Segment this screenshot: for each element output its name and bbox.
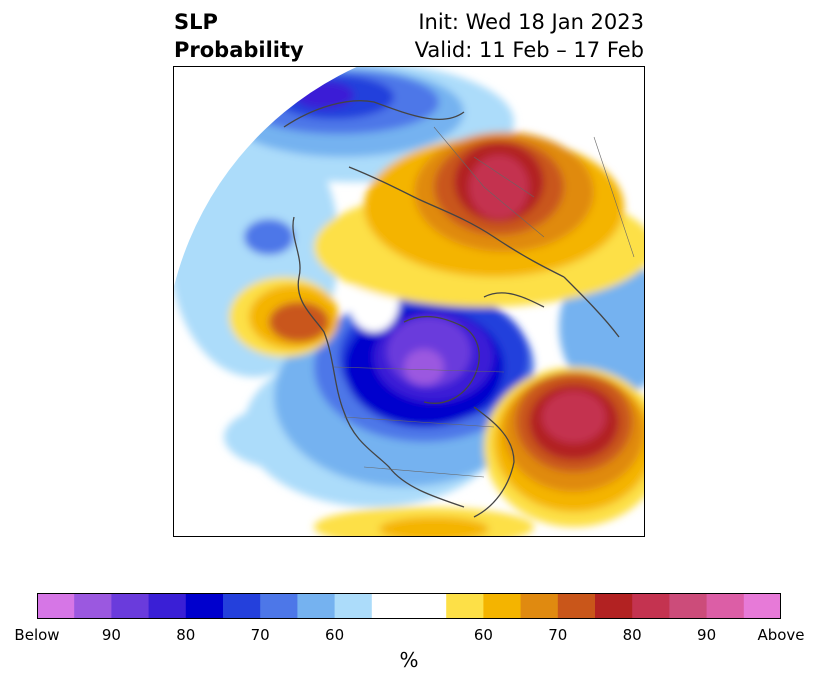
borders	[333, 126, 635, 478]
colorbar-segment	[334, 593, 373, 619]
chart-title-right: Init: Wed 18 Jan 2023 Valid: 11 Feb – 17…	[415, 8, 644, 64]
title-type: Probability	[174, 38, 304, 62]
colorbar-segment	[223, 593, 261, 619]
colorbar-tick-label: 70	[548, 626, 568, 644]
colorbar-segment	[260, 593, 298, 619]
coastlines	[283, 100, 620, 518]
colorbar-tick-label: Above	[757, 626, 805, 644]
colorbar-tick-label: 90	[697, 626, 717, 644]
map-canvas	[174, 67, 644, 536]
colorbar-tick-label: 60	[325, 626, 345, 644]
valid-range: Valid: 11 Feb – 17 Feb	[414, 38, 644, 62]
colorbar-segment	[409, 593, 447, 619]
probability-map	[173, 66, 645, 537]
colorbar-labels: Below 90 80 70 60 60 70 80 90 Above	[0, 626, 819, 646]
chart-title-left: SLP Probability	[174, 8, 304, 64]
colorbar-segment	[706, 593, 745, 619]
colorbar-segment	[297, 593, 336, 619]
colorbar-segment	[371, 593, 410, 619]
colorbar-segment	[595, 593, 633, 619]
colorbar-segment	[669, 593, 708, 619]
colorbar-segment	[743, 593, 781, 619]
colorbar-tick-label: Below	[14, 626, 60, 644]
colorbar-segment	[111, 593, 150, 619]
colorbar-border	[37, 593, 781, 619]
colorbar-tick-label: 70	[250, 626, 270, 644]
colorbar-tick-label: 80	[622, 626, 642, 644]
colorbar-segment	[148, 593, 187, 619]
colorbar-segment	[446, 593, 484, 619]
colorbar-segment	[557, 593, 596, 619]
colorbar-tick-label: 90	[101, 626, 121, 644]
probability-fields	[174, 67, 644, 536]
colorbar-units: %	[399, 648, 419, 672]
colorbar-segment	[483, 593, 522, 619]
colorbar	[37, 593, 781, 619]
title-variable: SLP	[174, 10, 218, 34]
colorbar-segment	[185, 593, 224, 619]
colorbar-segment	[632, 593, 670, 619]
colorbar-segment	[74, 593, 112, 619]
init-date: Init: Wed 18 Jan 2023	[418, 10, 644, 34]
colorbar-tick-label: 80	[176, 626, 196, 644]
colorbar-tick-label: 60	[473, 626, 493, 644]
colorbar-segment	[520, 593, 559, 619]
colorbar-segment	[37, 593, 75, 619]
